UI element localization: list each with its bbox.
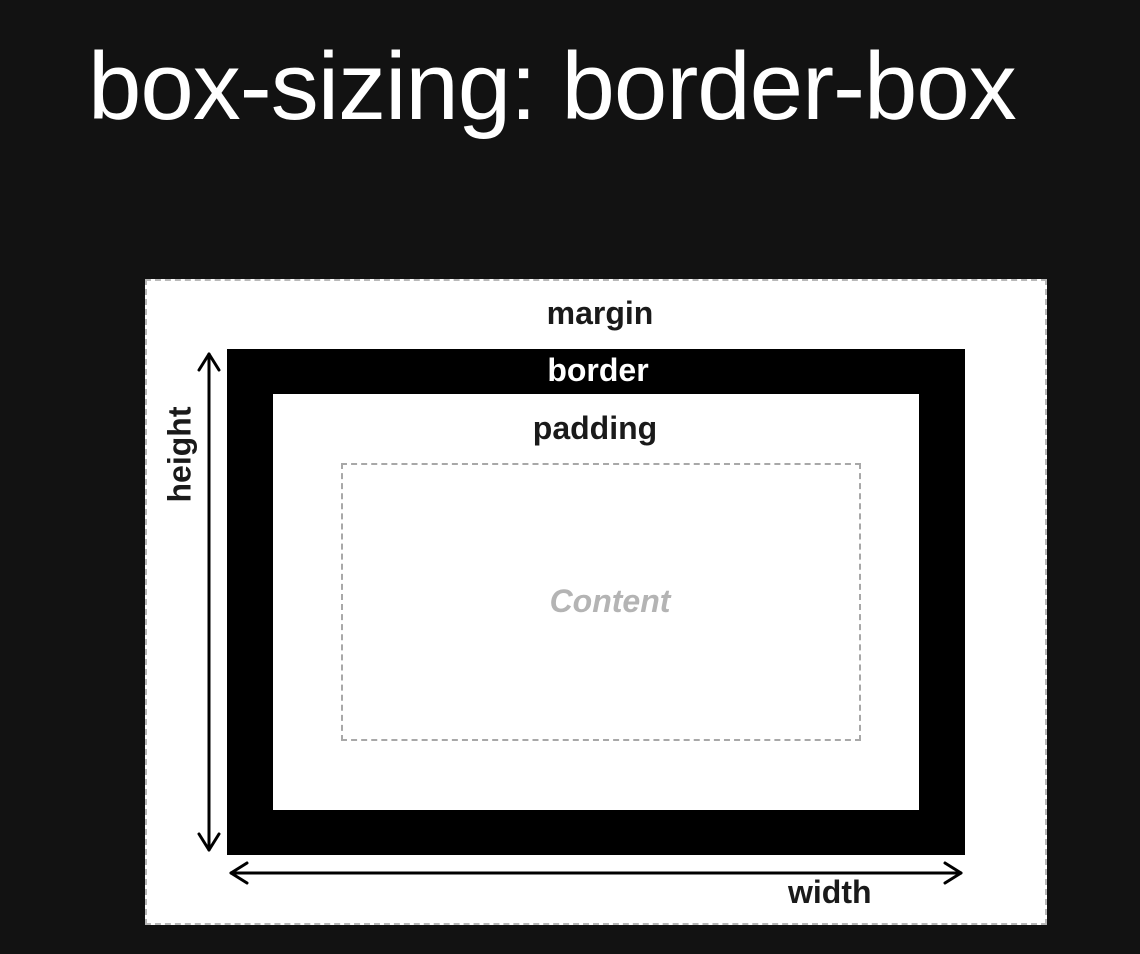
content-box — [341, 463, 861, 741]
content-label: Content — [549, 583, 671, 619]
padding-label: padding — [532, 410, 658, 446]
width-label: width — [788, 874, 872, 910]
height-label: height — [161, 406, 198, 503]
margin-label: margin — [546, 295, 654, 331]
border-label: border — [547, 352, 649, 388]
slide-title: box-sizing: border-box — [88, 33, 1017, 140]
